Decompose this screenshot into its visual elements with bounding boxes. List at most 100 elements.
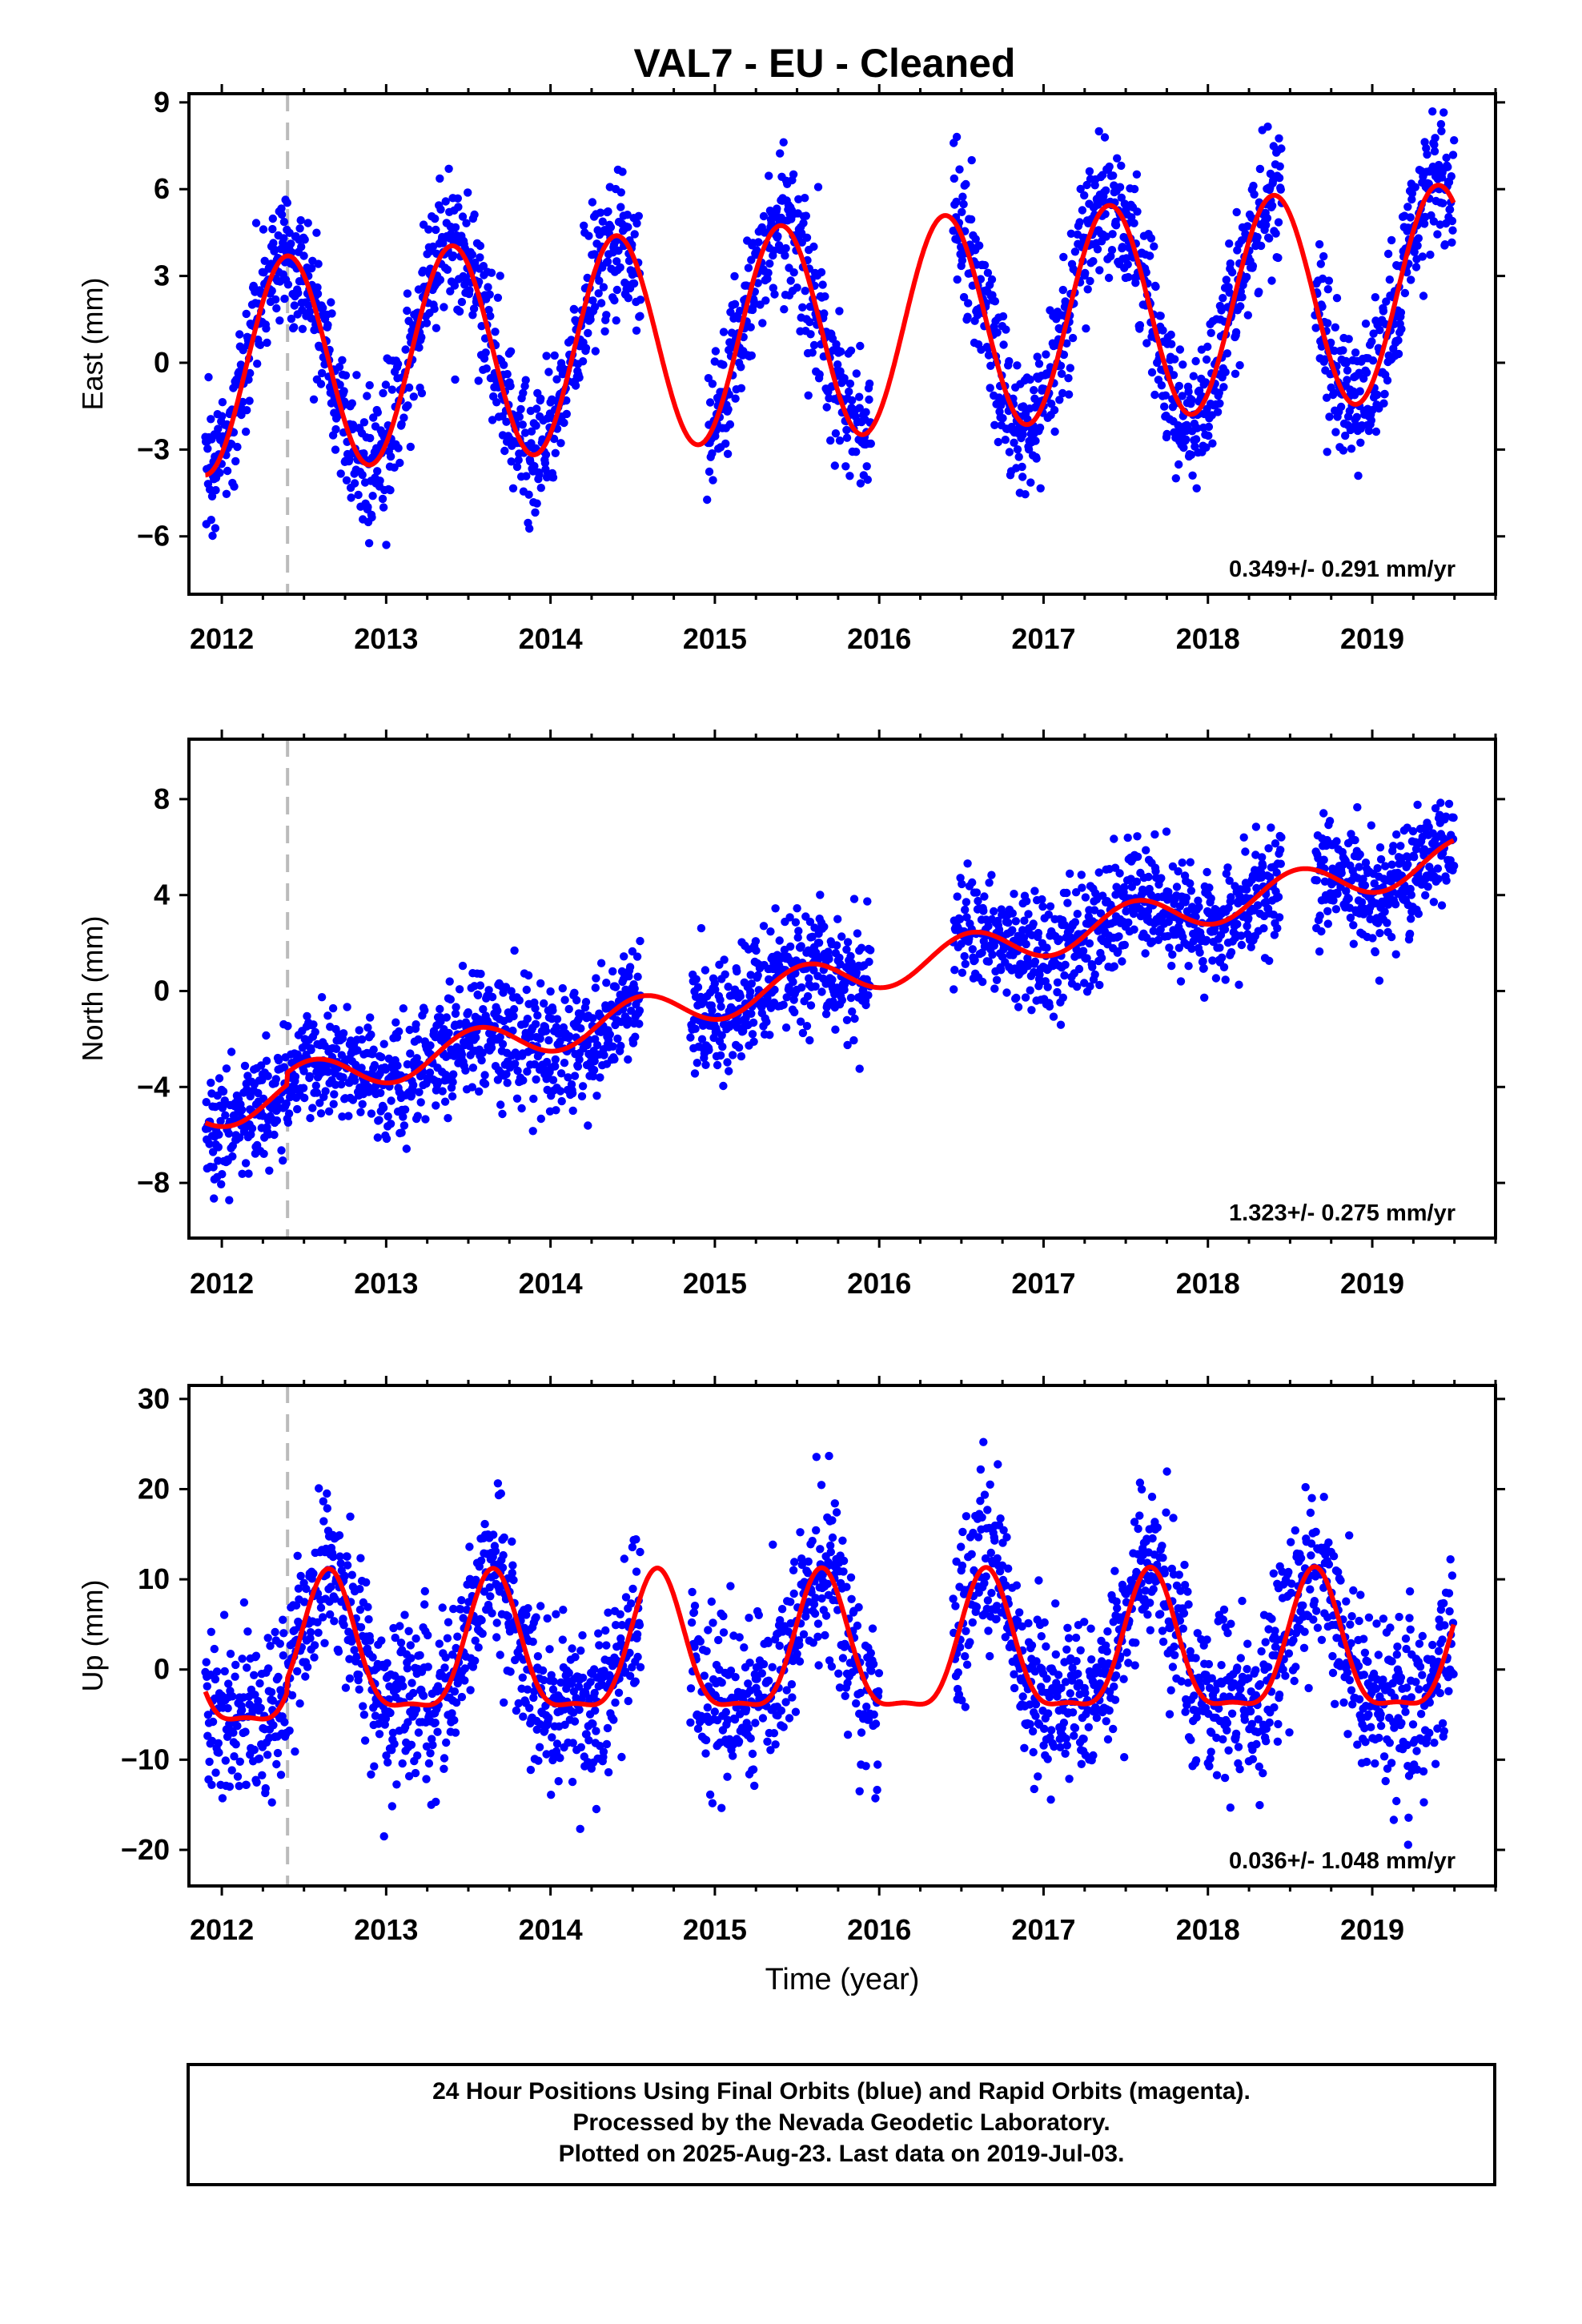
data-point [1053, 978, 1062, 987]
data-point [980, 260, 990, 270]
data-point [224, 1679, 233, 1688]
data-point [246, 368, 255, 378]
data-point [1371, 293, 1380, 302]
data-point [1235, 360, 1244, 370]
data-point [541, 1027, 551, 1035]
data-point [603, 257, 612, 266]
data-point [1108, 230, 1117, 239]
data-point [401, 345, 410, 354]
data-point [335, 1531, 344, 1540]
data-point [331, 1044, 341, 1054]
data-point [409, 392, 418, 401]
data-point [341, 371, 351, 380]
data-point [215, 1748, 223, 1757]
data-point [952, 132, 962, 142]
data-point [686, 1033, 695, 1042]
data-point [431, 214, 440, 223]
data-point [313, 289, 323, 299]
data-point [1036, 484, 1045, 493]
data-point [818, 280, 827, 289]
data-point [368, 492, 377, 501]
data-point [403, 306, 412, 316]
data-point [1098, 171, 1107, 179]
data-point [522, 472, 531, 480]
data-point [364, 539, 374, 548]
data-point [1407, 915, 1415, 923]
data-point [1400, 288, 1410, 298]
data-point [283, 199, 291, 207]
data-point [1330, 346, 1339, 356]
data-point [309, 1020, 318, 1029]
data-point [354, 490, 363, 500]
data-point [235, 1133, 244, 1142]
data-point [1010, 890, 1018, 899]
data-point [846, 993, 856, 1003]
data-point [1349, 921, 1358, 930]
data-point [1182, 435, 1191, 444]
data-point [516, 404, 525, 414]
data-point [1274, 253, 1283, 263]
data-point [243, 406, 251, 415]
data-point [747, 351, 756, 360]
data-point [464, 188, 472, 197]
data-point [387, 1802, 396, 1811]
data-point [270, 1130, 279, 1140]
data-point [532, 499, 541, 508]
data-point [239, 397, 247, 407]
data-point [1259, 924, 1268, 933]
data-point [1029, 919, 1038, 928]
data-point [492, 398, 501, 407]
data-point [291, 1072, 300, 1081]
data-point [468, 311, 477, 320]
data-point [386, 1708, 395, 1718]
data-point [808, 348, 817, 357]
data-point [1186, 879, 1195, 888]
data-point [531, 1004, 540, 1013]
data-point [1218, 953, 1227, 963]
data-point [319, 1613, 327, 1622]
data-point [449, 1070, 458, 1079]
data-point [211, 485, 220, 495]
data-point [373, 408, 382, 417]
data-point [338, 1112, 347, 1121]
data-point [1368, 934, 1377, 943]
data-point [290, 323, 299, 332]
data-point [799, 219, 808, 227]
data-point [972, 888, 982, 897]
data-point [512, 462, 522, 472]
data-point [350, 479, 359, 488]
data-point [400, 1105, 410, 1114]
data-point [633, 972, 642, 981]
data-point [212, 1667, 222, 1676]
data-point [1275, 913, 1284, 922]
data-point [1186, 858, 1195, 866]
data-point [781, 251, 789, 260]
data-point [833, 360, 842, 369]
data-point [1447, 172, 1456, 181]
data-point [1085, 939, 1094, 948]
data-point [1311, 324, 1320, 332]
data-point [269, 239, 278, 247]
data-point [409, 1080, 418, 1090]
data-point [509, 1011, 518, 1021]
data-point [488, 416, 497, 424]
data-point [339, 387, 348, 396]
data-point [393, 360, 403, 368]
data-point [817, 267, 826, 277]
data-point [1275, 174, 1284, 183]
data-point [564, 1004, 573, 1014]
data-point [1026, 375, 1034, 384]
data-point [1235, 980, 1243, 989]
data-point [330, 1090, 339, 1099]
data-point [752, 946, 761, 955]
data-point [451, 375, 460, 384]
data-point [1114, 932, 1123, 941]
data-point [999, 340, 1008, 349]
data-point [964, 299, 973, 308]
data-point [766, 927, 775, 936]
data-point [311, 1027, 319, 1037]
data-point [592, 1040, 602, 1050]
data-point [215, 468, 224, 477]
data-point [1038, 895, 1046, 904]
data-point [203, 444, 212, 453]
